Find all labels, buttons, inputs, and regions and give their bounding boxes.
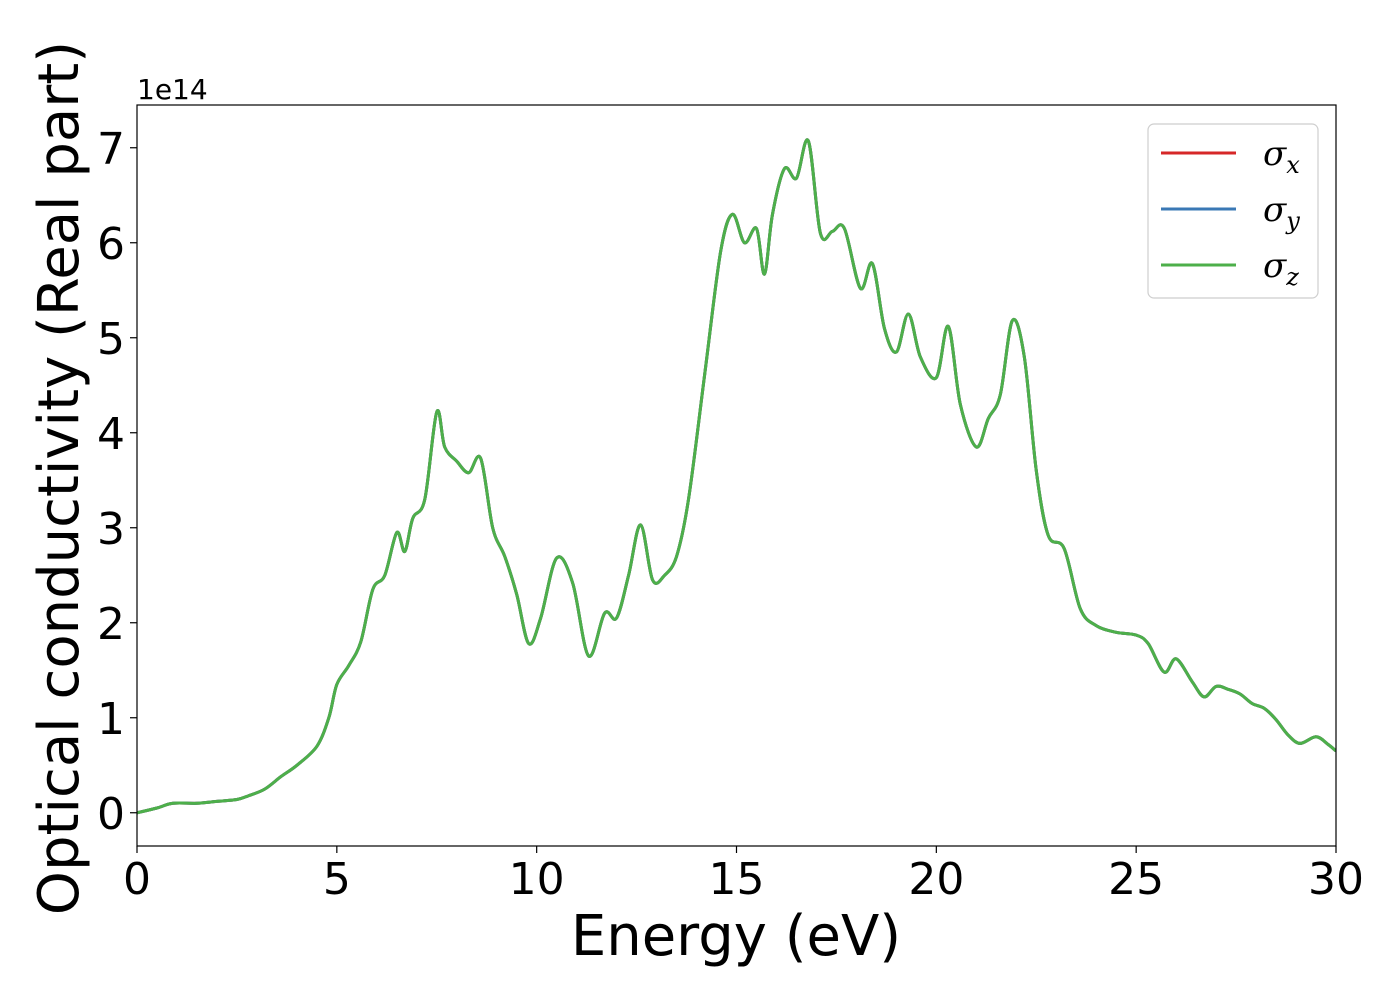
x-tick-label: 0 <box>123 854 151 905</box>
x-tick-label: 10 <box>509 854 565 905</box>
x-tick-label: 30 <box>1308 854 1364 905</box>
x-axis-label: Energy (eV) <box>571 904 901 969</box>
plot-background <box>137 105 1336 846</box>
y-axis-label: Optical conductivity (Real part) <box>27 41 92 915</box>
axes: 0 5 10 15 20 25 30 0 1 2 3 4 5 6 7 <box>97 104 1364 905</box>
y-tick-label: 2 <box>97 599 125 650</box>
x-tick-label: 25 <box>1108 854 1164 905</box>
series-lines <box>137 138 1336 815</box>
y-tick-label: 3 <box>97 504 125 555</box>
y-tick-label: 5 <box>97 314 125 365</box>
y-tick-label: 7 <box>97 124 125 175</box>
legend-box <box>1147 123 1319 299</box>
y-tick-label: 0 <box>97 789 125 840</box>
y-tick-label: 4 <box>97 409 125 460</box>
legend: σx σy σz <box>1147 123 1319 299</box>
x-tick-label: 15 <box>709 854 765 905</box>
y-tick-label: 1 <box>97 694 125 745</box>
legend-label: σz <box>1263 246 1299 291</box>
series-line-sigma-z <box>137 138 1336 815</box>
x-tick-label: 5 <box>323 854 351 905</box>
y-axis-offset-label: 1e14 <box>137 73 208 106</box>
legend-label: σx <box>1263 134 1300 179</box>
y-tick-label: 6 <box>97 219 125 270</box>
legend-label: σy <box>1263 190 1300 235</box>
x-tick-label: 20 <box>908 854 964 905</box>
plot-area <box>137 105 1336 846</box>
